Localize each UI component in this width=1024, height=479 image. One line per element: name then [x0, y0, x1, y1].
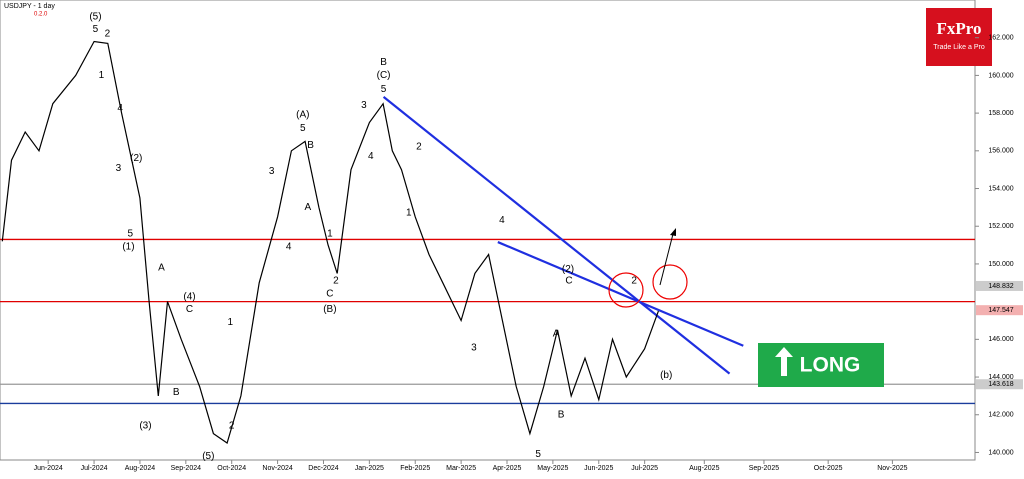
chart-subtitle: 0.2.0 [34, 12, 48, 18]
wave-label: A [553, 328, 560, 339]
x-tick-label: May-2025 [537, 465, 568, 472]
wave-label: 2 [631, 276, 637, 287]
x-tick-label: Feb-2025 [400, 465, 430, 472]
wave-label: (A) [296, 110, 309, 121]
long-button-bg [758, 343, 884, 387]
wave-label: 1 [406, 208, 412, 219]
logo-tagline: Trade Like a Pro [933, 44, 985, 51]
up-arrow-icon [775, 347, 793, 376]
wave-label: 4 [368, 151, 374, 162]
x-tick-label: Aug-2025 [689, 465, 719, 472]
wave-label: 5 [535, 449, 541, 460]
y-tick-label: 154.000 [988, 185, 1013, 192]
target-arrow [659, 233, 674, 286]
wave-label: 2 [105, 29, 111, 40]
wave-label: 4 [499, 215, 505, 226]
wave-label: (5) [89, 12, 101, 23]
y-tick-label: 142.000 [988, 412, 1013, 419]
y-tick-label: 140.000 [988, 449, 1013, 456]
x-tick-label: Sep-2024 [171, 465, 201, 472]
price-label-box [976, 305, 1023, 316]
wave-label: 5 [93, 24, 99, 35]
y-tick-label: 146.000 [988, 336, 1013, 343]
logo [926, 8, 992, 66]
wave-label: 4 [117, 103, 123, 114]
wave-label: 2 [229, 421, 235, 432]
y-tick-label: 156.000 [988, 148, 1013, 155]
wave-label: B [558, 409, 565, 420]
wave-label: B [380, 57, 387, 68]
price-line [1, 40, 659, 444]
price-label: 148.832 [988, 283, 1013, 290]
wave-label: (1) [122, 242, 134, 253]
wave-label: C [186, 304, 193, 315]
y-tick-label: 152.000 [988, 223, 1013, 230]
y-tick-label: 158.000 [988, 110, 1013, 117]
x-tick-label: Oct-2024 [217, 465, 246, 472]
wave-label: 1 [228, 317, 234, 328]
wave-label: 3 [116, 163, 122, 174]
price-label-box [976, 379, 1023, 390]
x-tick-label: Sep-2025 [749, 465, 779, 472]
x-tick-label: Dec-2024 [308, 465, 338, 472]
x-tick-label: Jun-2025 [584, 465, 613, 472]
x-tick-label: Oct-2025 [814, 465, 843, 472]
wave-label: (2) [130, 153, 142, 164]
wave-label: (5) [202, 451, 214, 462]
wave-label: A [158, 262, 165, 273]
wave-label: A [305, 202, 312, 213]
wave-label: B [307, 140, 314, 151]
price-label: 143.618 [988, 381, 1013, 388]
price-label-box [976, 280, 1023, 291]
wave-label: 1 [327, 228, 333, 239]
x-tick-label: Nov-2024 [262, 465, 292, 472]
wave-label: 5 [381, 84, 387, 95]
wave-label: 3 [471, 342, 477, 353]
logo-brand: FxPro [936, 19, 981, 38]
wave-label: 5 [128, 228, 134, 239]
wave-label: (B) [323, 304, 336, 315]
y-tick-label: 150.000 [988, 261, 1013, 268]
wave-label: 3 [361, 100, 367, 111]
wave-label: C [565, 276, 572, 287]
trendline [497, 241, 744, 347]
wave-label: 3 [269, 166, 275, 177]
wave-label: (C) [377, 70, 391, 81]
wave-label: B [173, 387, 180, 398]
x-tick-label: Jan-2025 [355, 465, 384, 472]
wave-label: (b) [660, 370, 672, 381]
long-button[interactable]: LONG [758, 343, 884, 387]
trendline [382, 96, 731, 375]
x-tick-label: Mar-2025 [446, 465, 476, 472]
target-circle [652, 264, 688, 300]
long-label: LONG [800, 354, 861, 377]
wave-label: 2 [416, 142, 422, 153]
x-tick-label: Nov-2025 [877, 465, 907, 472]
target-circle [608, 272, 644, 308]
chart-title: USDJPY - 1 day [4, 3, 55, 10]
target-arrowhead [670, 228, 676, 236]
wave-label: (4) [183, 292, 195, 303]
x-tick-label: Aug-2024 [125, 465, 155, 472]
x-tick-label: Apr-2025 [493, 465, 522, 472]
wave-label: 1 [99, 70, 105, 81]
x-tick-label: Jul-2025 [631, 465, 658, 472]
y-tick-label: 144.000 [988, 374, 1013, 381]
x-tick-label: Jun-2024 [34, 465, 63, 472]
wave-label: (3) [139, 421, 151, 432]
plot-frame [0, 0, 976, 461]
x-tick-label: Jul-2024 [81, 465, 108, 472]
wave-label: 4 [286, 242, 292, 253]
y-tick-label: 160.000 [988, 72, 1013, 79]
price-label: 147.547 [988, 307, 1013, 314]
wave-label: 5 [300, 123, 306, 134]
wave-label: (2) [562, 264, 574, 275]
y-tick-label: 162.000 [988, 35, 1013, 42]
wave-label: 2 [333, 276, 339, 287]
wave-label: C [326, 289, 333, 300]
